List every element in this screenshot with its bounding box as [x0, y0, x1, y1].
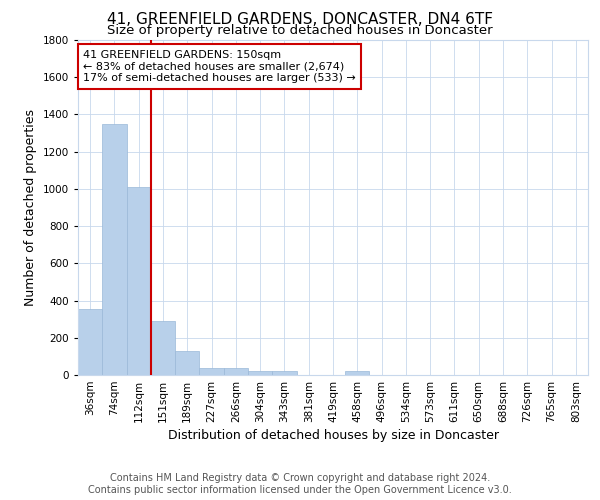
Y-axis label: Number of detached properties: Number of detached properties: [24, 109, 37, 306]
Bar: [151, 321, 175, 375]
Bar: [102, 124, 127, 375]
Bar: [78, 309, 102, 375]
Text: 41, GREENFIELD GARDENS, DONCASTER, DN4 6TF: 41, GREENFIELD GARDENS, DONCASTER, DN4 6…: [107, 12, 493, 28]
Bar: [175, 351, 199, 375]
Bar: [199, 368, 224, 375]
Text: 41 GREENFIELD GARDENS: 150sqm
← 83% of detached houses are smaller (2,674)
17% o: 41 GREENFIELD GARDENS: 150sqm ← 83% of d…: [83, 50, 356, 83]
Bar: [224, 368, 248, 375]
Bar: [127, 187, 151, 375]
Bar: [345, 372, 370, 375]
Text: Contains HM Land Registry data © Crown copyright and database right 2024.
Contai: Contains HM Land Registry data © Crown c…: [88, 474, 512, 495]
X-axis label: Distribution of detached houses by size in Doncaster: Distribution of detached houses by size …: [167, 429, 499, 442]
Text: Size of property relative to detached houses in Doncaster: Size of property relative to detached ho…: [107, 24, 493, 37]
Bar: [248, 372, 272, 375]
Bar: [272, 372, 296, 375]
